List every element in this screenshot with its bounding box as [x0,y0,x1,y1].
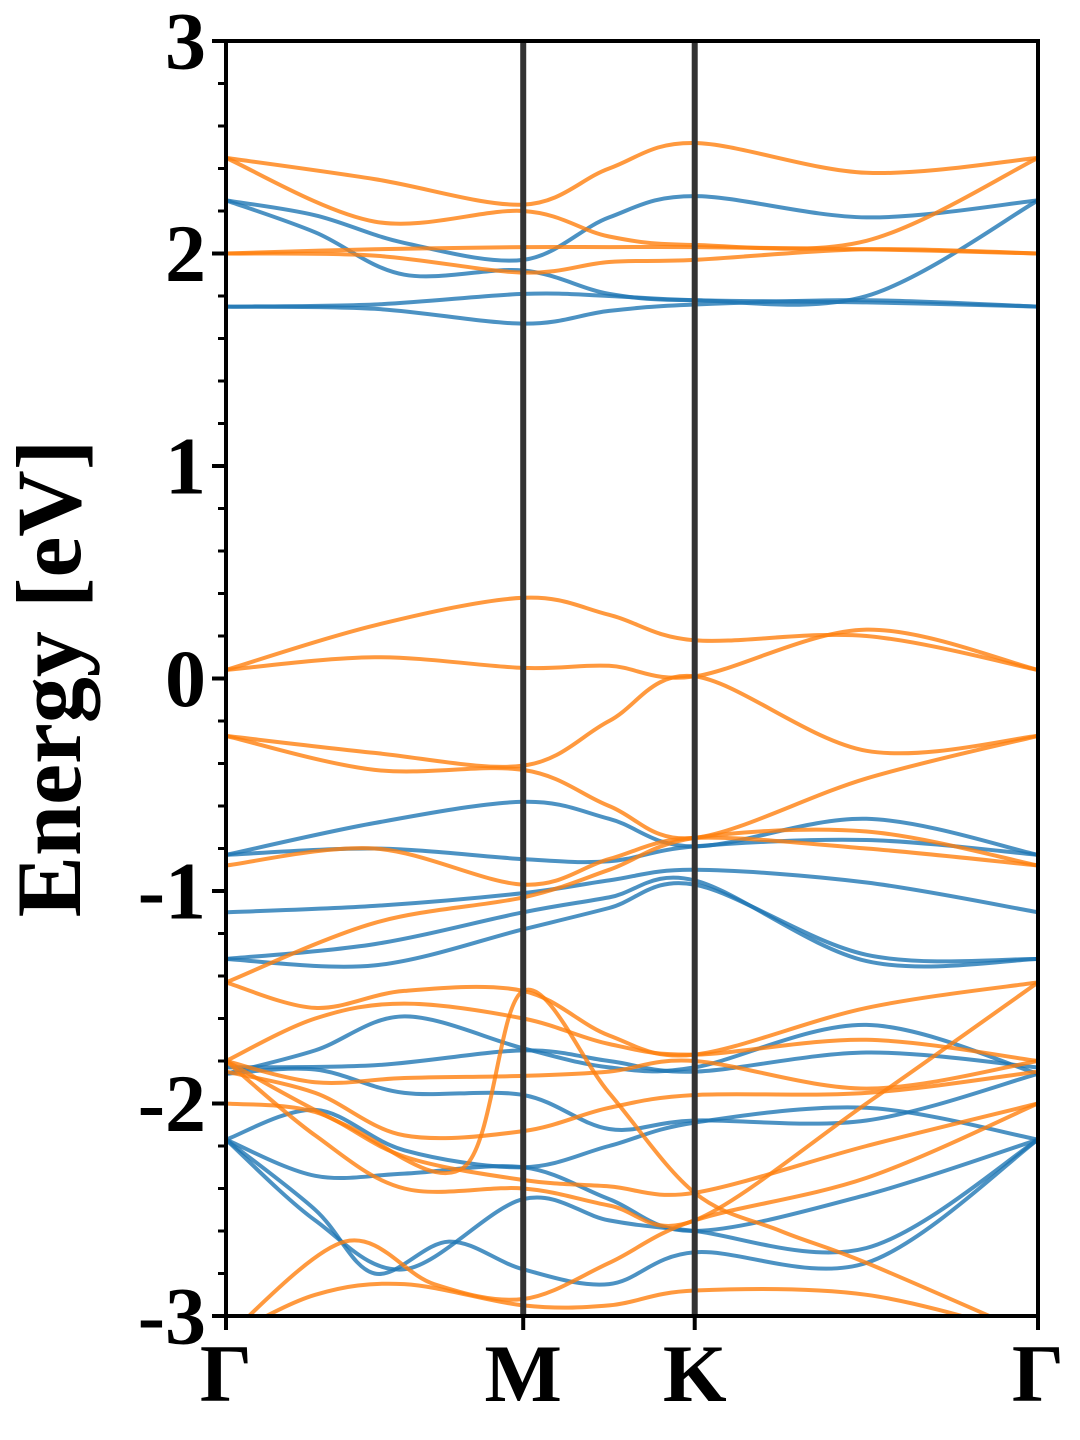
axes-layer: -3 -2 -1 0 1 2 3 Γ M K Γ [138,0,1064,1419]
band-line-spin-1-2 [226,298,1038,326]
band-line-spin-1-1 [226,291,1038,309]
band-line-spin-2-35 [226,987,995,1316]
y-tick-label: 3 [165,0,206,87]
y-axis-label: Energy [eV] [0,440,100,918]
band-line-spin-2-22 [226,627,1038,680]
y-tick-label: -2 [138,1058,206,1149]
y-tick-label: 1 [165,421,206,512]
band-line-spin-1-14 [226,1137,1038,1234]
band-line-spin-2-27 [226,980,1038,1058]
band-line-spin-2-19 [226,140,1038,207]
band-line-spin-2-23 [226,673,1038,769]
band-line-spin-1-10 [226,1048,1038,1074]
y-tick-label: -3 [138,1271,206,1362]
band-line-spin-1-8 [226,875,1038,969]
x-tick-label-4: Γ [1012,1328,1064,1419]
y-tick-label: 2 [165,208,206,299]
band-line-spin-1-15 [226,1137,1038,1272]
high-symmetry-lines-layer [520,41,698,1316]
band-line-spin-2-30 [226,1069,1038,1141]
band-line-spin-1-4 [226,194,1038,263]
band-line-spin-2-33 [246,1101,1038,1316]
band-line-spin-1-7 [226,867,1038,915]
y-tick-label: 0 [165,633,206,724]
band-lines-layer [226,140,1038,1316]
band-line-spin-2-21 [226,595,1038,672]
band-line-spin-2-18 [226,247,1038,275]
x-tick-label-1: Γ [200,1328,252,1419]
band-line-spin-2-24 [226,733,1038,841]
band-line-spin-1-3 [226,198,1038,307]
band-line-spin-1-12 [226,1066,1038,1132]
band-line-spin-2-28 [226,1001,1038,1063]
band-line-spin-1-13 [226,1105,1038,1170]
band-line-spin-2-34 [262,1281,970,1316]
band-line-spin-2-26 [226,827,1038,985]
band-line-spin-2-25 [226,835,1038,887]
band-line-spin-2-20 [226,155,1038,251]
y-tick-label: -1 [138,846,206,937]
band-line-spin-1-9 [226,881,1038,969]
x-tick-label-2: M [485,1328,562,1419]
band-line-spin-1-5 [226,799,1038,857]
x-tick-label-3: K [663,1328,727,1419]
band-line-spin-2-32 [226,980,1038,1228]
